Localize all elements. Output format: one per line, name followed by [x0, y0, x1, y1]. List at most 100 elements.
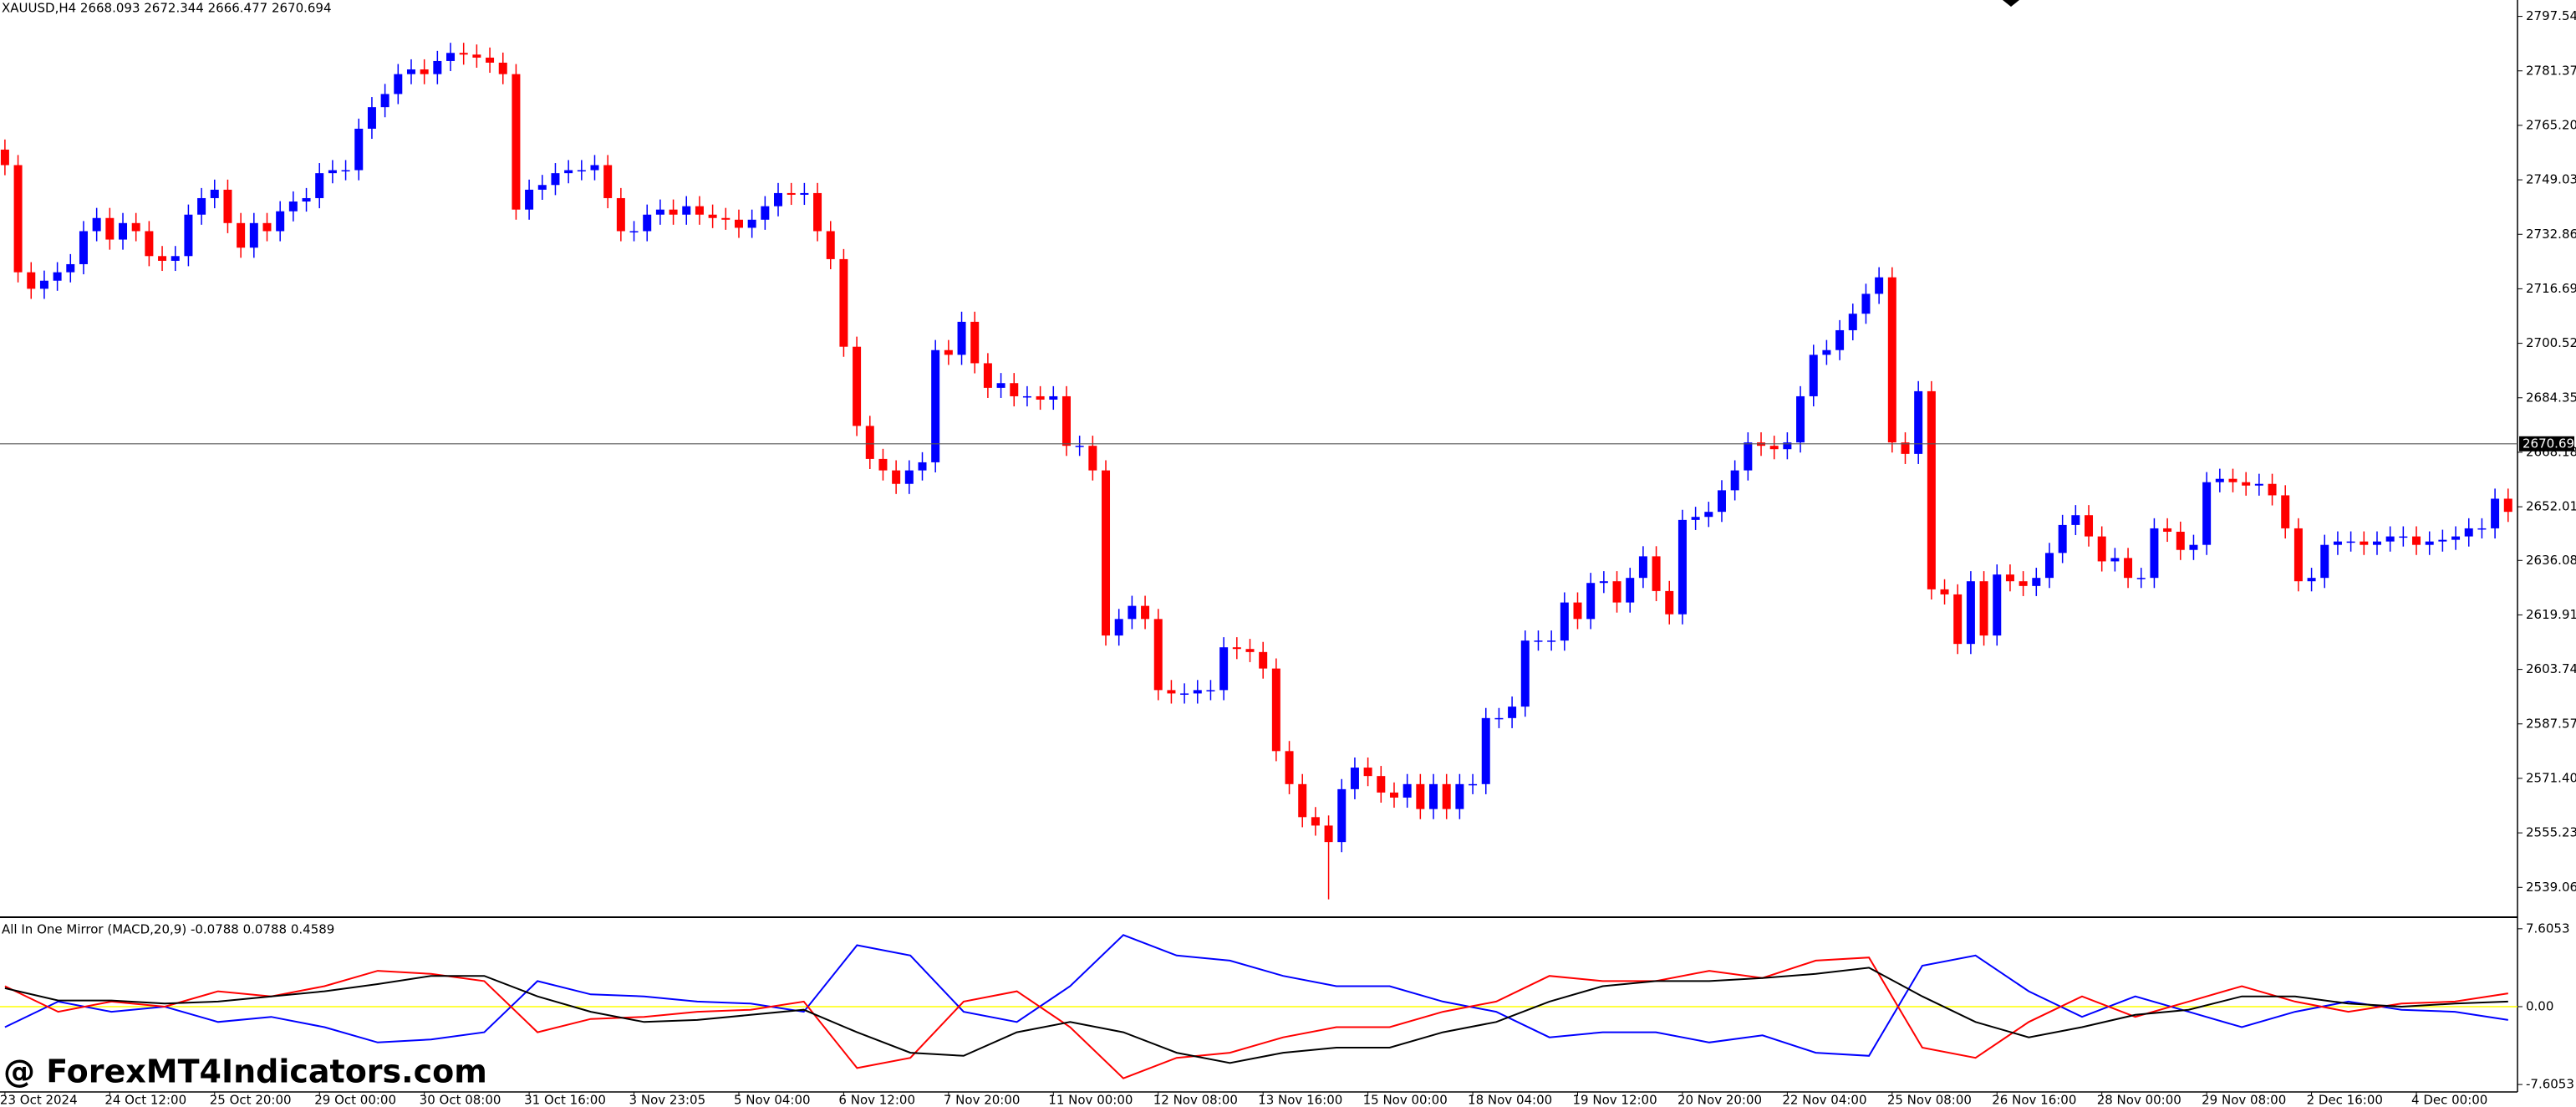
candle-body [643, 214, 652, 232]
candle-body [1508, 707, 1517, 718]
y-tick-label: 2765.200 [2526, 117, 2576, 132]
candle-body [1560, 602, 1569, 641]
y-tick-label: 2539.065 [2526, 880, 2576, 895]
candle-body [341, 170, 350, 172]
candle-body [1403, 783, 1412, 798]
y-tick-label: 0.00 [2526, 998, 2553, 1013]
candle-body [2044, 553, 2054, 579]
candle-body [2372, 541, 2381, 545]
candle-body [2293, 528, 2303, 582]
candle-body [918, 462, 927, 471]
candle-body [721, 217, 731, 220]
candle-body [2346, 541, 2355, 543]
candle-body [288, 202, 298, 212]
candle-body [1927, 390, 1936, 589]
candle-body [1036, 395, 1045, 400]
y-tick-label: 2781.370 [2526, 63, 2576, 78]
candle-body [2176, 531, 2185, 550]
candle-body [2032, 578, 2041, 586]
y-tick-label: 2636.085 [2526, 553, 2576, 568]
candle-body [2385, 536, 2395, 542]
candle-body [1442, 783, 1451, 809]
x-tick-label: 5 Nov 04:00 [734, 1093, 811, 1107]
x-tick-label: 15 Nov 00:00 [1363, 1093, 1448, 1107]
candle-body [1389, 792, 1398, 798]
candle-body [590, 165, 599, 171]
y-tick-label: 2700.520 [2526, 335, 2576, 350]
candle-body [1114, 619, 1123, 636]
candle-body [853, 346, 862, 426]
candle-body [2503, 498, 2512, 513]
candle-body [2110, 558, 2120, 562]
candle-body [970, 321, 980, 364]
candle-body [1612, 581, 1621, 603]
candle-body [39, 280, 48, 289]
y-tick-label: 2587.575 [2526, 716, 2576, 731]
x-tick-label: 12 Nov 08:00 [1153, 1093, 1238, 1107]
candle-body [210, 189, 219, 198]
candle-body [695, 206, 704, 215]
candle-body [1219, 647, 1229, 691]
candle-body [2281, 495, 2290, 528]
indicator-line [4, 934, 2508, 1057]
candle-body [1677, 519, 1687, 615]
candle-body [2268, 483, 2277, 496]
y-tick-label: 2652.010 [2526, 499, 2576, 514]
candle-body [1953, 594, 1963, 645]
candle-body [1914, 390, 1923, 454]
candle-body [904, 470, 914, 484]
candle-body [2399, 536, 2408, 538]
candle-body [459, 53, 468, 55]
candle-body [1075, 446, 1084, 447]
y-tick-label: 2555.235 [2526, 825, 2576, 840]
x-tick-label: 11 Nov 00:00 [1048, 1093, 1133, 1107]
candle-body [92, 217, 101, 232]
candle-body [1691, 517, 1700, 520]
candle-body [2124, 558, 2133, 579]
candle-body [1940, 589, 1949, 594]
candle-body [1259, 651, 1268, 669]
candle-body [2360, 541, 2369, 545]
y-tick-label: 7.6053 [2526, 921, 2570, 936]
candle-body [826, 231, 835, 259]
x-tick-label: 29 Oct 00:00 [314, 1093, 396, 1107]
y-tick-label: 2571.405 [2526, 770, 2576, 785]
candle-body [1061, 395, 1071, 446]
candle-body [2163, 528, 2172, 532]
candle-body [354, 128, 364, 171]
x-tick-label: 18 Nov 04:00 [1468, 1093, 1552, 1107]
candle-body [1481, 717, 1490, 784]
current-price-box [2519, 436, 2574, 451]
candle-body [2005, 574, 2014, 582]
candle-body [406, 69, 415, 74]
candle-body [1206, 690, 1215, 691]
y-tick-label: 2797.540 [2526, 8, 2576, 23]
candle-body [2097, 536, 2106, 562]
y-tick-label: -7.6053 [2526, 1077, 2574, 1092]
candle-body [1586, 583, 1596, 620]
y-tick-label: 2732.860 [2526, 227, 2576, 242]
candle-body [708, 214, 717, 218]
x-tick-label: 25 Nov 08:00 [1887, 1093, 1972, 1107]
chart-title: XAUUSD,H4 2668.093 2672.344 2666.477 267… [2, 1, 332, 16]
candle-body [865, 426, 874, 459]
candle-body [1350, 768, 1359, 789]
candle-body [1887, 277, 1896, 443]
candle-body [1901, 442, 1910, 454]
candle-body [800, 192, 809, 195]
candle-body [0, 149, 9, 166]
candle-body [1769, 446, 1779, 450]
candle-body [2451, 536, 2461, 540]
candle-body [1153, 619, 1163, 691]
candle-body [1455, 783, 1464, 809]
candle-body [276, 211, 285, 232]
candle-body [1285, 751, 1294, 784]
candle-body [1835, 329, 1845, 350]
candle-body [197, 197, 206, 215]
indicator-title: All In One Mirror (MACD,20,9) -0.0788 0.… [2, 922, 334, 937]
candle-body [105, 217, 115, 240]
candle-body [1494, 717, 1504, 720]
candle-body [2071, 515, 2080, 525]
